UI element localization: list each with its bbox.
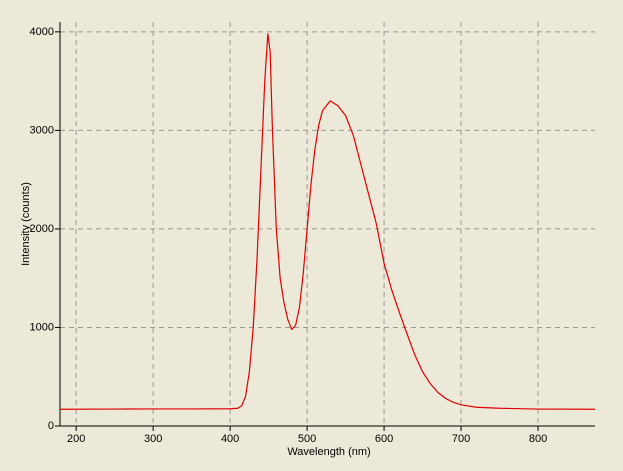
x-tick-label: 400 (221, 433, 239, 445)
y-axis-label: Intensity (counts) (20, 182, 32, 266)
line (59, 33, 596, 410)
x-tick-label: 500 (298, 433, 316, 445)
y-tick-label: 2000 (30, 223, 54, 235)
x-tick-label: 300 (144, 433, 162, 445)
x-tick-label: 200 (67, 433, 85, 445)
x-tick-label: 800 (529, 433, 547, 445)
y-tick-label: 0 (48, 420, 54, 432)
x-axis-label: Wavelength (nm) (287, 446, 370, 458)
x-tick-label: 600 (375, 433, 393, 445)
x-tick-label: 700 (452, 433, 470, 445)
y-tick-label: 4000 (30, 26, 54, 38)
y-tick-label: 1000 (30, 321, 54, 333)
y-tick-label: 3000 (30, 124, 54, 136)
